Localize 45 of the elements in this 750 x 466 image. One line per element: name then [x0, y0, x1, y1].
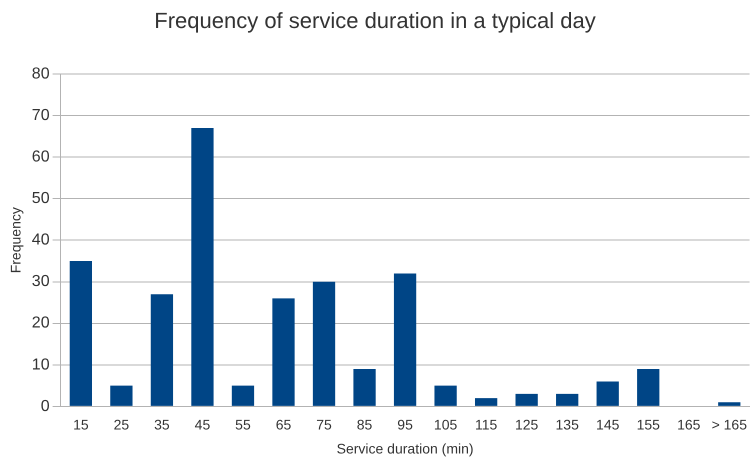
bar — [556, 394, 578, 406]
bar — [474, 398, 498, 406]
x-axis-title: Service duration (min) — [336, 440, 474, 456]
x-tick-label: 125 — [514, 416, 539, 433]
y-tick-label: 30 — [32, 273, 50, 290]
x-tick-label: 115 — [474, 416, 498, 433]
x-tick-label: 65 — [276, 416, 292, 433]
bar — [637, 369, 660, 406]
bar — [150, 294, 174, 406]
x-tick-label: 155 — [636, 416, 660, 433]
chart-title: Frequency of service duration in a typical day — [153, 8, 597, 34]
x-tick-label: 105 — [434, 416, 458, 433]
bar — [70, 260, 92, 406]
x-tick-label: 35 — [154, 416, 170, 433]
bar — [596, 381, 619, 406]
y-tick-label: 40 — [32, 232, 50, 249]
x-tick-label: 55 — [235, 416, 251, 433]
x-tick-label: > 165 — [712, 416, 748, 433]
bar — [718, 402, 740, 406]
y-tick-label: 70 — [32, 106, 50, 124]
bar — [312, 282, 336, 406]
x-tick-label: 85 — [356, 416, 373, 433]
bar — [516, 394, 538, 406]
y-axis-title: Frequency — [7, 207, 24, 274]
y-tick-label: 80 — [32, 65, 50, 82]
y-tick-label: 10 — [32, 356, 50, 374]
bar — [434, 386, 457, 406]
x-tick-label: 25 — [114, 416, 130, 433]
x-tick-label: 135 — [556, 416, 580, 433]
bar — [394, 273, 416, 406]
x-tick-label: 15 — [73, 416, 89, 433]
bar — [272, 298, 295, 406]
y-tick-label: 20 — [32, 314, 50, 332]
bar — [110, 386, 133, 406]
bar — [232, 386, 254, 406]
bar — [353, 369, 376, 406]
x-tick-label: 165 — [677, 416, 701, 433]
x-tick-label: 45 — [194, 416, 210, 433]
y-tick-label: 50 — [32, 190, 50, 208]
x-tick-label: 95 — [397, 416, 414, 433]
bar — [191, 128, 214, 406]
x-tick-label: 145 — [596, 416, 620, 433]
x-tick-label: 75 — [316, 416, 332, 433]
y-tick-label: 0 — [40, 398, 50, 415]
y-tick-label: 60 — [32, 148, 50, 166]
